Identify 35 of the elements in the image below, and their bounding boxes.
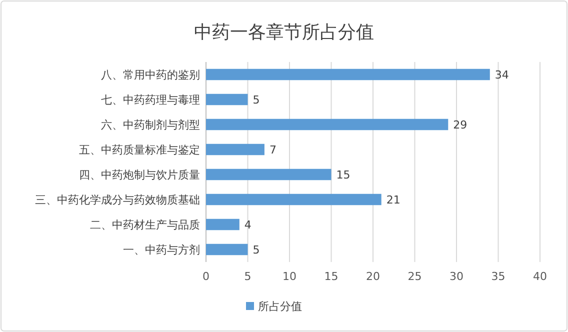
data-label: 34 <box>494 68 509 82</box>
bar <box>206 194 382 206</box>
y-tick-label: 七、中药药理与毒理 <box>101 93 200 106</box>
y-tick-label: 三、中药化学成分与药效物质基础 <box>35 193 200 206</box>
data-label: 5 <box>252 93 260 106</box>
bar <box>206 68 490 80</box>
bar <box>206 118 448 130</box>
data-label: 5 <box>252 243 260 256</box>
data-label: 7 <box>269 143 276 156</box>
x-tick-label: 20 <box>366 270 380 283</box>
data-label: 29 <box>453 118 468 132</box>
chart-title: 中药一各章节所占分值 <box>194 22 374 43</box>
bar <box>206 244 248 256</box>
x-tick-label: 10 <box>282 270 296 283</box>
x-tick-label: 35 <box>491 270 506 283</box>
x-tick-label: 25 <box>408 270 422 283</box>
bar <box>206 144 264 156</box>
data-label: 21 <box>386 193 400 206</box>
x-tick-label: 5 <box>244 270 252 283</box>
y-tick-label: 一、中药与方剂 <box>123 243 200 256</box>
x-tick-label: 40 <box>533 270 547 283</box>
y-tick-label: 五、中药质量标准与鉴定 <box>79 143 200 156</box>
y-tick-label: 二、中药材生产与品质 <box>90 218 200 232</box>
bar <box>206 94 248 106</box>
data-label: 4 <box>244 218 252 232</box>
x-tick-label: 0 <box>202 270 210 283</box>
y-tick-label: 八、常用中药的鉴别 <box>101 68 200 82</box>
y-tick-label: 四、中药炮制与饮片质量 <box>79 168 200 182</box>
x-tick-label: 30 <box>450 270 464 283</box>
data-label: 15 <box>336 168 350 182</box>
y-tick-label: 六、中药制剂与剂型 <box>101 118 200 132</box>
bar <box>206 218 240 230</box>
legend-label: 所占分值 <box>258 300 302 313</box>
bar <box>206 168 332 180</box>
x-tick-label: 15 <box>324 270 338 283</box>
